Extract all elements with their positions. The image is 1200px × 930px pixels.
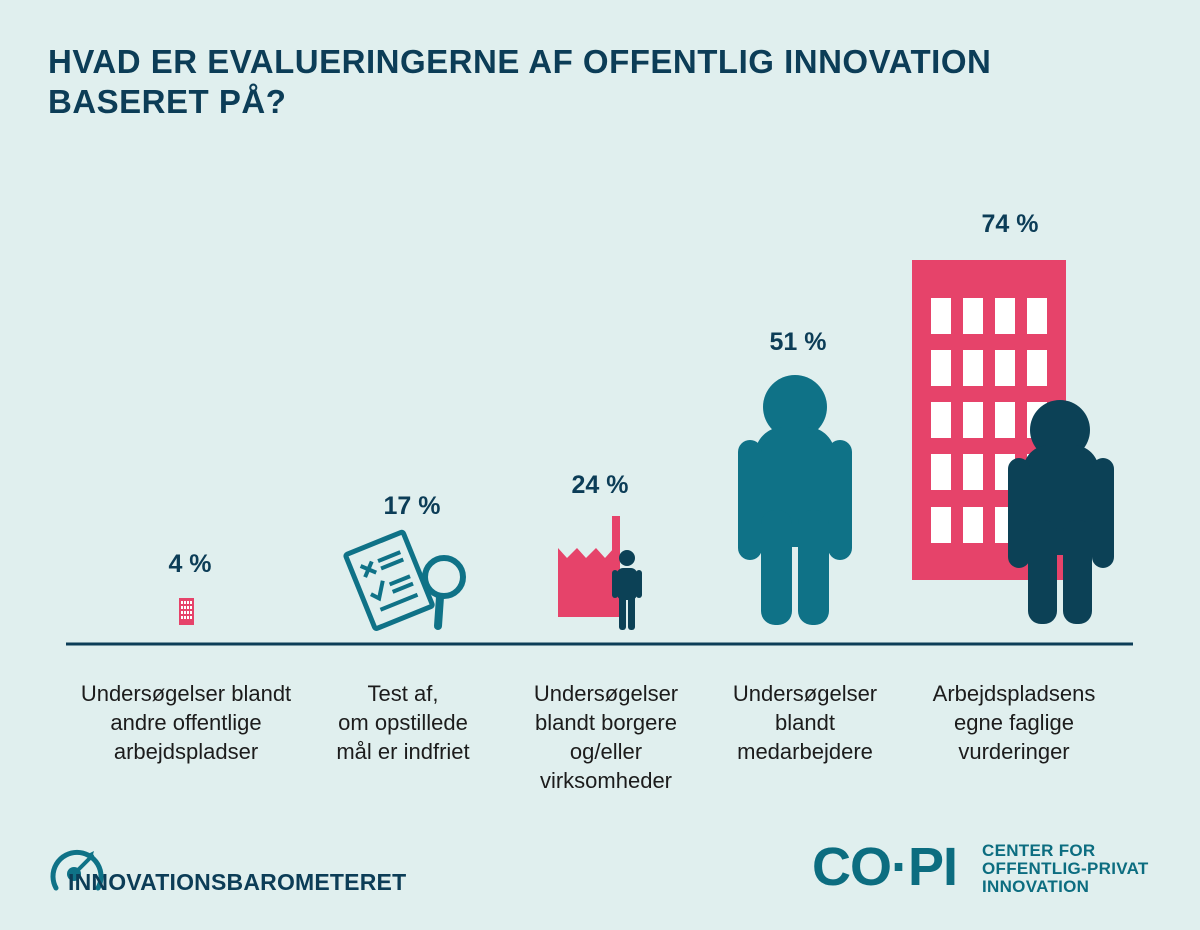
test-document-icon — [343, 529, 466, 631]
value-label-2: 17 % — [383, 492, 441, 520]
building-window — [963, 507, 983, 543]
category-label-3: Undersøgelser blandt borgere og/eller vi… — [533, 681, 679, 793]
building-window — [931, 454, 951, 490]
page-title: HVAD ER EVALUERINGERNE AF OFFENTLIG INNO… — [48, 42, 1048, 122]
factory-person-icon — [558, 516, 642, 630]
building-window — [963, 454, 983, 490]
copi-logo: CO·PI CENTER FOR OFFENTLIG-PRIVAT INNOVA… — [812, 836, 1172, 902]
building-window — [1027, 350, 1047, 386]
value-label-3: 24 % — [571, 471, 629, 499]
building-window — [931, 402, 951, 438]
building-window — [995, 298, 1015, 334]
person-icon — [738, 375, 852, 625]
title-line-2: BASERET PÅ? — [48, 83, 287, 120]
building-window — [995, 402, 1015, 438]
building-window — [995, 350, 1015, 386]
title-line-1: HVAD ER EVALUERINGERNE AF OFFENTLIG INNO… — [48, 43, 992, 80]
building-person-icon — [912, 260, 1114, 624]
building-window — [931, 507, 951, 543]
building-window — [931, 298, 951, 334]
innovationsbarometeret-logo: INNOVATIONSBAROMETERET — [48, 838, 468, 900]
copi-wordmark: CO·PI — [812, 837, 958, 897]
building-window — [963, 402, 983, 438]
category-label-4: Undersøgelser blandt medarbejdere — [732, 681, 878, 764]
building-window — [931, 350, 951, 386]
category-label-5: Arbejdspladsens egne faglige vurderinger — [932, 681, 1096, 764]
building-window — [963, 298, 983, 334]
value-label-1: 4 % — [168, 550, 212, 578]
building-icon — [179, 598, 194, 625]
category-label-2: Test af, om opstillede mål er indfriet — [336, 681, 470, 764]
copi-subtitle: CENTER FOR OFFENTLIG-PRIVAT INNOVATION — [982, 841, 1149, 896]
value-label-4: 51 % — [769, 328, 827, 356]
building-window — [1027, 298, 1047, 334]
building-window — [963, 350, 983, 386]
compass-icon — [50, 849, 104, 891]
brand-name: INNOVATIONSBAROMETERET — [68, 869, 407, 895]
value-label-5: 74 % — [981, 210, 1039, 238]
category-label-1: Undersøgelser blandt andre offentlige ar… — [80, 681, 292, 764]
